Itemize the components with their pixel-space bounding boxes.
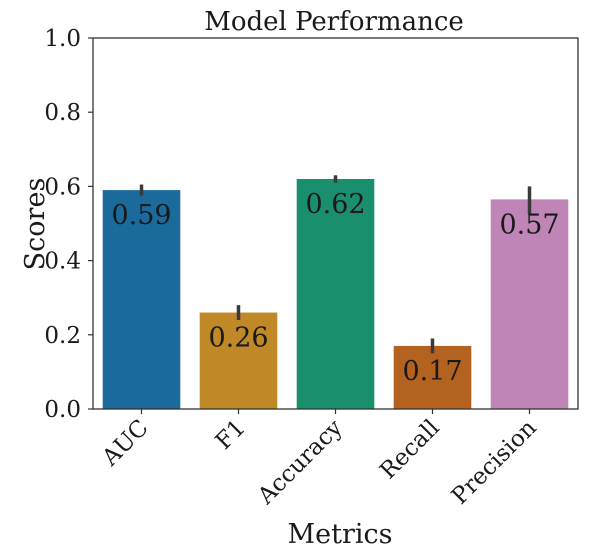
- chart-title: Model Performance: [204, 7, 464, 37]
- data-label-accuracy: 0.62: [305, 189, 365, 220]
- error-bars-layer: [139, 175, 532, 354]
- x-tick-label-accuracy: Accuracy: [252, 415, 347, 510]
- data-label-auc: 0.59: [111, 200, 171, 231]
- y-tick-label: 1.0: [44, 26, 81, 52]
- x-tick-label-f1: F1: [211, 415, 251, 455]
- bar-auc: [102, 190, 181, 409]
- x-tick-label-recall: Recall: [375, 415, 444, 484]
- y-tick-label: 0.8: [44, 100, 81, 126]
- x-axis-label: Metrics: [288, 519, 393, 550]
- y-tick-label: 0.2: [44, 323, 81, 349]
- bar-recall: [393, 345, 472, 409]
- data-label-f1: 0.26: [208, 323, 268, 354]
- bar-accuracy: [296, 178, 375, 409]
- y-axis: 0.0 0.2 0.4 0.6 0.8 1.0: [44, 26, 93, 423]
- bar-precision: [490, 199, 569, 409]
- x-axis: AUC F1 Accuracy Recall Precision: [97, 409, 542, 510]
- y-tick-label: 0.6: [44, 174, 81, 200]
- y-tick-label: 0.4: [44, 249, 81, 275]
- bars-layer: [102, 178, 569, 409]
- x-tick-label-precision: Precision: [447, 415, 542, 510]
- data-label-recall: 0.17: [402, 356, 462, 387]
- y-tick-label: 0.0: [44, 397, 81, 423]
- y-axis-label: Scores: [20, 178, 51, 271]
- x-tick-label-auc: AUC: [97, 415, 154, 472]
- data-labels-layer: 0.59 0.26 0.62 0.17 0.57: [111, 189, 559, 387]
- data-label-precision: 0.57: [499, 209, 559, 240]
- bar-f1: [199, 312, 278, 409]
